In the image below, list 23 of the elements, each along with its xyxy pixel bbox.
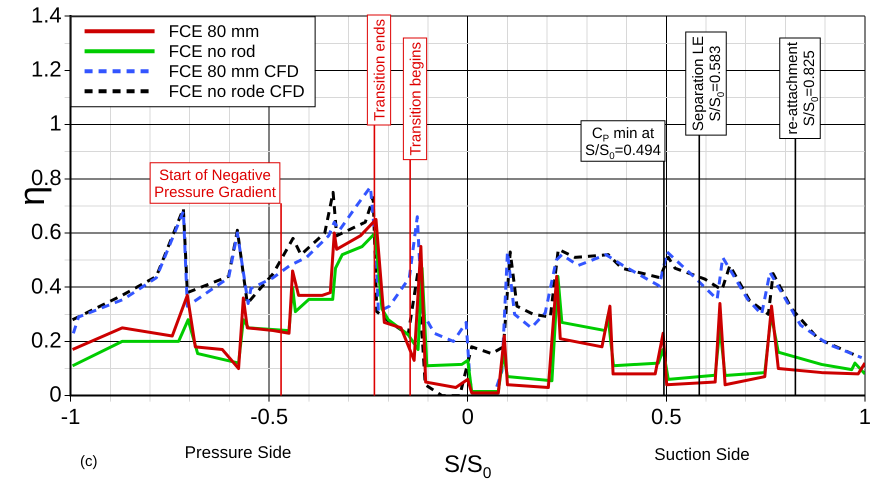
y-tick-label: 1	[49, 110, 62, 136]
y-tick-label: 1.4	[30, 2, 62, 28]
y-tick-label: 0	[49, 382, 62, 407]
legend-label: FCE 80 mm CFD	[168, 62, 299, 82]
legend-label: FCE 80 mm	[168, 22, 260, 42]
text: (c)	[80, 453, 98, 470]
y-tick-label: 0.6	[30, 219, 62, 244]
y-tick-label: 0.2	[30, 327, 62, 352]
text: Pressure Side	[184, 443, 292, 462]
y-tick-label: 0.4	[30, 273, 62, 298]
y-axis-title: η	[11, 186, 52, 206]
ref-line-label: Start of Negative Pressure Gradient	[154, 166, 277, 202]
x-tick-label: -0.5	[250, 404, 288, 429]
legend-label: FCE no rode CFD	[168, 82, 305, 102]
x-tick-label: -1	[60, 404, 80, 429]
ref-line-label: Transition ends	[372, 18, 389, 121]
y-tick-label: 1.2	[30, 56, 62, 82]
text: Suction Side	[654, 445, 750, 464]
ref-line-label: Transition begins	[408, 42, 425, 156]
x-tick-label: 0	[462, 404, 474, 429]
x-tick-label: 1	[858, 404, 872, 429]
legend-label: FCE no rod	[168, 42, 256, 62]
x-tick-label: 0.5	[651, 404, 682, 429]
